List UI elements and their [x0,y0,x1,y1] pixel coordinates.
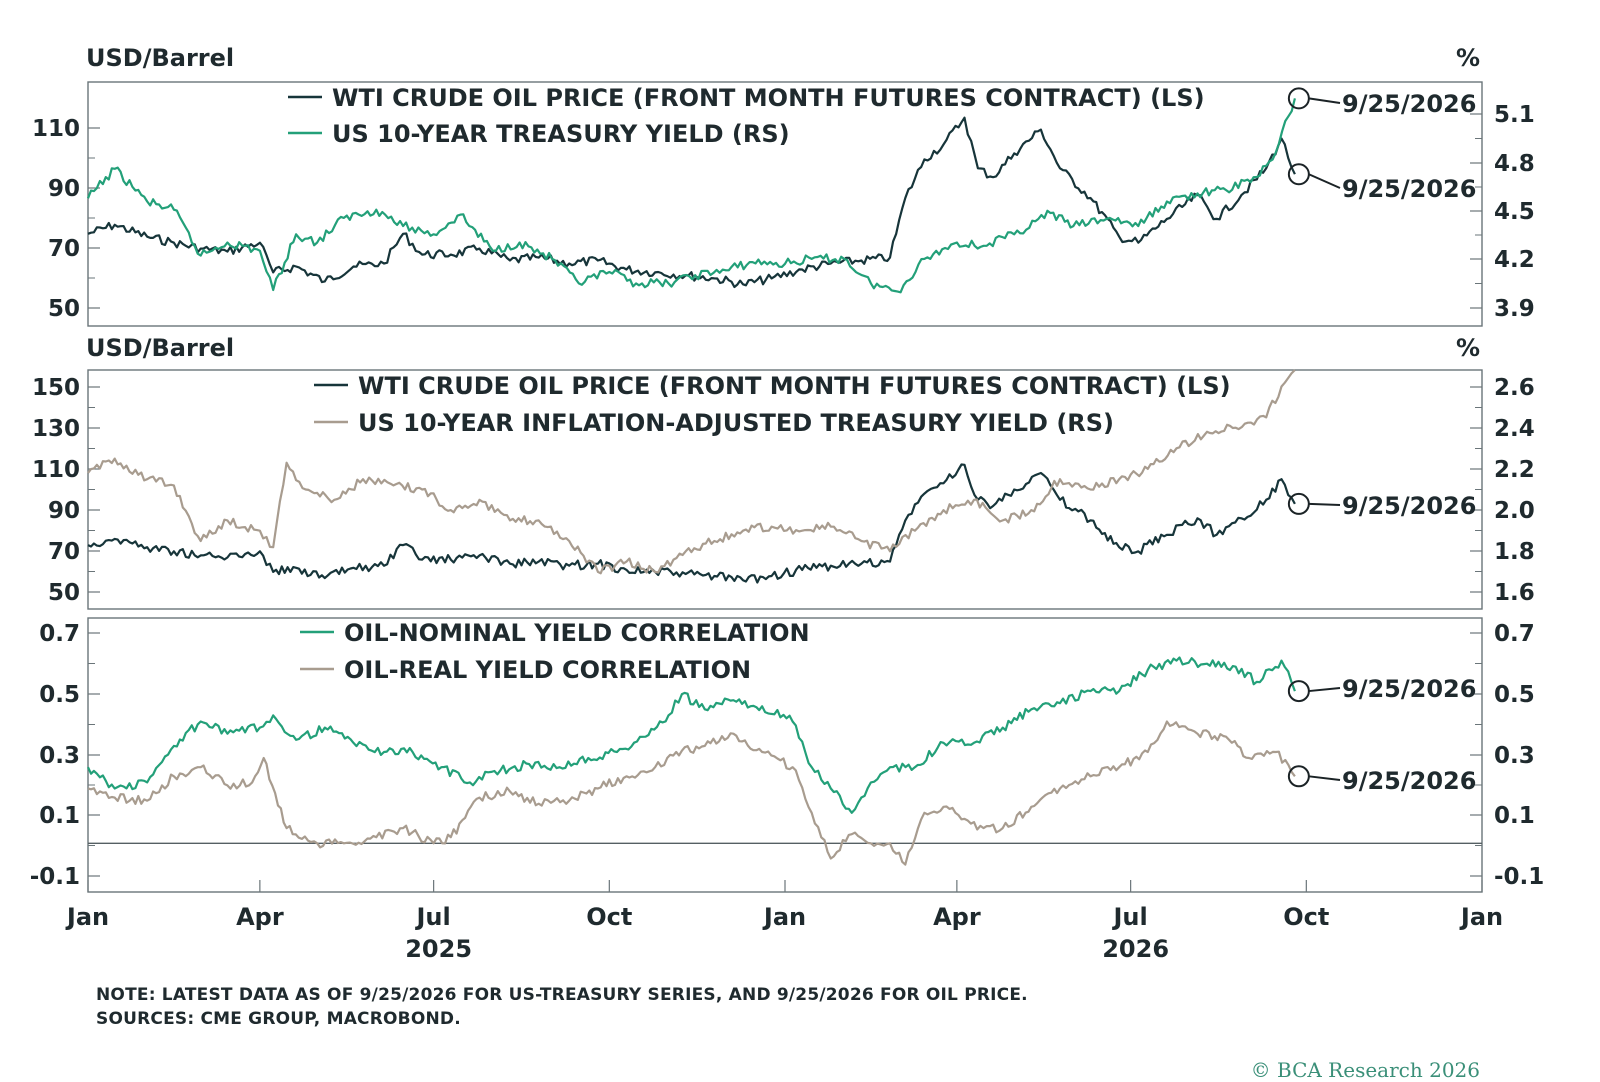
left-tick-label: 0.3 [39,743,80,769]
left-tick-label: 70 [48,539,80,565]
right-tick-label: 1.8 [1494,539,1535,565]
left-tick-label: 150 [32,375,80,401]
legend-entry: US 10-YEAR INFLATION-ADJUSTED TREASURY Y… [358,409,1114,437]
right-tick-label: 3.9 [1494,296,1535,322]
x-tick-label: Jan [762,903,806,931]
annotation-label: 9/25/2026 [1342,90,1476,118]
x-tick-label: Apr [933,903,981,931]
x-year-label: 2025 [405,935,472,963]
left-tick-label: 0.7 [39,621,80,647]
legend-entry: WTI CRUDE OIL PRICE (FRONT MONTH FUTURES… [358,372,1231,400]
x-tick-label: Jan [65,903,109,931]
panel-2-left-unit: USD/Barrel [86,334,234,362]
left-tick-label: 110 [32,457,80,483]
annotation-label: 9/25/2026 [1342,675,1476,703]
right-tick-label: 2.2 [1494,457,1535,483]
x-tick-label: Jul [1112,903,1148,931]
x-tick-label: Oct [1283,903,1329,931]
annotation-label: 9/25/2026 [1342,175,1476,203]
right-tick-label: 0.7 [1494,621,1535,647]
panel-3-series-2-line [87,720,1296,866]
annotation-circle [1287,680,1310,703]
panel-1-frame [87,81,1483,327]
annotation-leader [1308,687,1341,693]
right-tick-label: 0.1 [1494,803,1535,829]
footnote-sources: SOURCES: CME GROUP, MACROBOND. [96,1009,461,1029]
x-tick-label: Jan [1459,903,1503,931]
right-tick-label: 2.0 [1494,498,1535,524]
left-tick-label: 130 [32,416,80,442]
panel-1-right-unit: % [1456,44,1480,72]
left-tick-label: 50 [48,296,80,322]
right-tick-label: 1.6 [1494,580,1535,606]
x-tick-label: Apr [236,903,284,931]
panel-3-series-1-line [87,656,1296,814]
annotation-leader [1308,775,1341,781]
left-tick-label: 90 [48,176,80,202]
right-tick-label: 0.5 [1494,682,1535,708]
legend-entry: OIL-NOMINAL YIELD CORRELATION [344,619,810,647]
right-tick-label: 4.2 [1494,247,1535,273]
panel-2-right-unit: % [1456,334,1480,362]
left-tick-label: 110 [32,116,80,142]
right-tick-label: 4.5 [1494,199,1535,225]
footnote-note: NOTE: LATEST DATA AS OF 9/25/2026 FOR US… [96,985,1028,1005]
annotation-leader [1308,97,1341,104]
annotation-circle [1287,163,1310,186]
left-tick-label: 90 [48,498,80,524]
annotation-circle [1287,87,1310,110]
left-tick-label: 0.1 [39,803,80,829]
annotation-label: 9/25/2026 [1342,492,1476,520]
annotation-leader [1308,173,1341,189]
right-tick-label: 0.3 [1494,743,1535,769]
panel-3-frame [87,617,1483,893]
right-tick-label: -0.1 [1494,864,1544,890]
legend-entry: WTI CRUDE OIL PRICE (FRONT MONTH FUTURES… [332,84,1205,112]
x-year-label: 2026 [1102,935,1169,963]
right-tick-label: 5.1 [1494,102,1535,128]
x-tick-label: Oct [586,903,632,931]
panel-2-series-1-line [87,463,1296,584]
left-tick-label: 70 [48,236,80,262]
annotation-circle [1287,492,1310,515]
left-tick-label: 50 [48,580,80,606]
annotation-label: 9/25/2026 [1342,767,1476,795]
annotation-leader [1308,502,1341,506]
x-tick-label: Jul [415,903,451,931]
panel-1-left-unit: USD/Barrel [86,44,234,72]
right-tick-label: 2.6 [1494,375,1535,401]
panel-2-series-2-line [87,369,1296,575]
panel-1-series-2-line [86,98,1296,294]
right-tick-label: 4.8 [1494,151,1535,177]
legend-entry: US 10-YEAR TREASURY YIELD (RS) [332,120,790,148]
left-tick-label: 0.5 [39,682,80,708]
annotation-circle [1287,765,1310,788]
right-tick-label: 2.4 [1494,416,1535,442]
left-tick-label: -0.1 [30,864,80,890]
legend-entry: OIL-REAL YIELD CORRELATION [344,656,751,684]
credit-text: © BCA Research 2026 [1250,1058,1480,1082]
